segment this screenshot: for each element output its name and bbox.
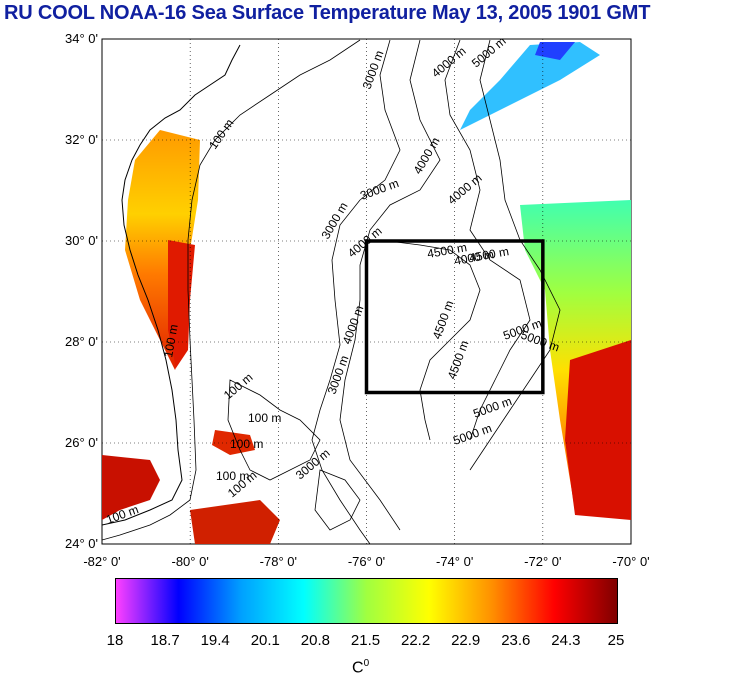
isobath-4500 (444, 39, 531, 441)
lat-tick-label: 28° 0' (65, 334, 98, 349)
lon-tick-label: -70° 0' (612, 554, 650, 569)
lon-tick-label: -78° 0' (259, 554, 297, 569)
coastline (102, 44, 241, 526)
sst-patch-cuba (190, 500, 280, 544)
isobath-100 (102, 39, 361, 541)
lat-tick-label: 26° 0' (65, 435, 98, 450)
colorbar-tick-label: 22.2 (400, 632, 431, 649)
contour-label: 100 m (216, 469, 249, 483)
sst-patch-northeast-blue (535, 42, 575, 60)
colorbar-tick-label: 20.8 (300, 632, 330, 649)
study-area-box (364, 239, 545, 395)
colorbar-tick-label: 23.6 (501, 632, 531, 649)
colorbar-tick-label: 25 (607, 632, 625, 649)
contour-label: 4500 m (468, 244, 510, 265)
sst-patch-sw (102, 455, 160, 520)
lon-tick-label: -80° 0' (171, 554, 209, 569)
lon-tick-label: -72° 0' (524, 554, 562, 569)
lon-tick-label: -82° 0' (83, 554, 121, 569)
contour-label: 4500 m (426, 240, 468, 261)
colorbar-tick-label: 20.1 (250, 632, 280, 649)
lon-tick-label: -74° 0' (436, 554, 474, 569)
colorbar-tick-label: 24.3 (551, 632, 581, 649)
map-title: RU COOL NOAA-16 Sea Surface Temperature … (4, 2, 651, 24)
colorbar-unit: C0 (352, 658, 370, 677)
colorbar-tick-label: 18 (106, 632, 124, 649)
colorbar-tick-label: 18.7 (150, 632, 180, 649)
isobath-4000 (339, 39, 441, 531)
contour-label: 100 m (230, 437, 263, 451)
sst-patch-northeast (460, 42, 600, 130)
colorbar (115, 578, 618, 624)
sst-patch-bahamas (212, 430, 255, 455)
colorbar-tick-label: 22.9 (451, 632, 481, 649)
lat-tick-label: 32° 0' (65, 132, 98, 147)
lat-tick-label: 34° 0' (65, 31, 98, 46)
contour-label: 100 m (248, 411, 281, 425)
contour-label: 4000 m (453, 247, 495, 268)
lon-tick-label: -76° 0' (347, 554, 386, 569)
sst-patch-east-red (565, 340, 631, 520)
lat-tick-label: 24° 0' (65, 536, 98, 551)
lat-tick-label: 30° 0' (65, 233, 98, 248)
colorbar-tick-label: 19.4 (200, 632, 230, 649)
colorbar-tick-label: 21.5 (350, 632, 381, 649)
isobath-5000 (469, 39, 561, 471)
contour-label: 100 m (161, 323, 181, 358)
isobath-inner-loop (379, 239, 481, 441)
isobath-3000 (311, 39, 401, 544)
bahamas-banks (227, 379, 361, 531)
